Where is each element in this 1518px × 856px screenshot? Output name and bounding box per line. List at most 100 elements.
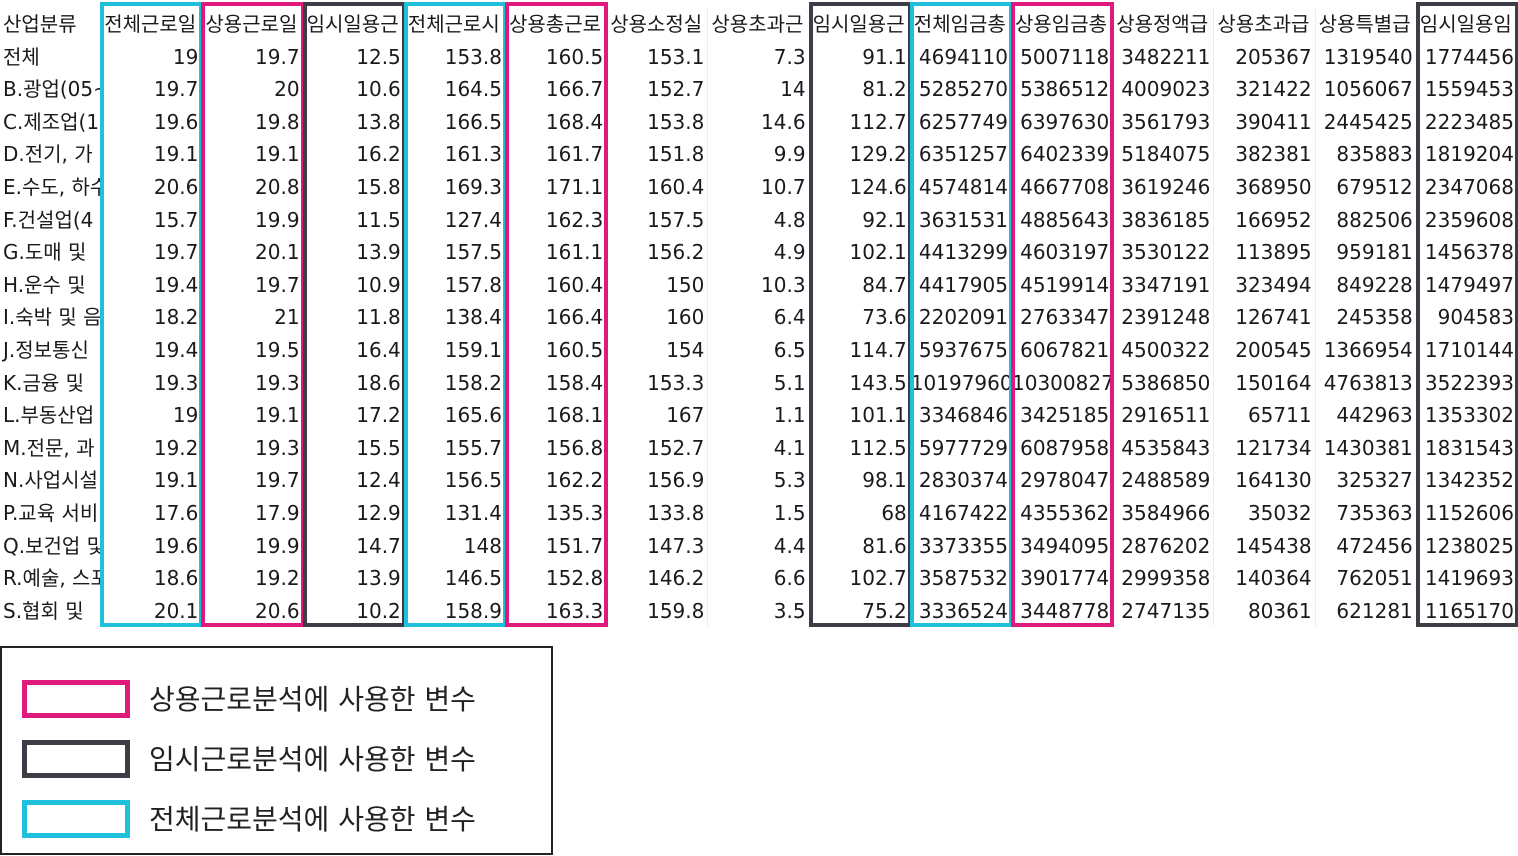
data-cell[interactable]: 1479497	[1417, 267, 1518, 301]
data-cell[interactable]: 151.7	[506, 528, 608, 562]
data-cell[interactable]: 19.3	[202, 430, 304, 464]
data-cell[interactable]: 153.1	[607, 39, 709, 73]
data-cell[interactable]: 19.9	[202, 528, 304, 562]
row-label-cell[interactable]: P.교육 서비	[0, 496, 102, 529]
data-cell[interactable]: 3482211	[1113, 39, 1215, 73]
column-header[interactable]: 전체근로일	[101, 7, 203, 40]
data-cell[interactable]: 145438	[1214, 528, 1316, 562]
data-cell[interactable]: 3836185	[1113, 202, 1215, 236]
data-cell[interactable]: 5184075	[1113, 137, 1215, 170]
data-cell[interactable]: 19.7	[101, 72, 203, 105]
data-cell[interactable]: 17.2	[304, 398, 405, 431]
column-header[interactable]: 상용근로일	[202, 7, 304, 40]
data-cell[interactable]: 3425185	[1012, 398, 1114, 431]
data-cell[interactable]: 4.4	[708, 528, 810, 562]
data-cell[interactable]: 2763347	[1012, 300, 1114, 333]
data-cell[interactable]: 835883	[1316, 137, 1417, 170]
data-cell[interactable]: 6.4	[708, 300, 810, 333]
column-header[interactable]: 전체근로시	[405, 7, 506, 40]
data-cell[interactable]: 157.5	[607, 202, 709, 236]
data-cell[interactable]: 2830374	[911, 463, 1012, 496]
data-cell[interactable]: 3346846	[911, 398, 1012, 431]
data-cell[interactable]: 3901774	[1012, 561, 1114, 594]
data-cell[interactable]: 166.7	[506, 72, 608, 105]
data-cell[interactable]: 3561793	[1113, 104, 1215, 138]
data-cell[interactable]: 135.3	[506, 496, 608, 529]
data-cell[interactable]: 150	[607, 267, 709, 301]
data-cell[interactable]: 35032	[1214, 496, 1316, 529]
data-cell[interactable]: 18.2	[101, 300, 203, 333]
data-cell[interactable]: 148	[405, 528, 506, 562]
data-cell[interactable]: 9.9	[708, 137, 810, 170]
data-cell[interactable]: 19.5	[202, 333, 304, 366]
data-cell[interactable]: 160.4	[607, 170, 709, 203]
data-cell[interactable]: 15.7	[101, 202, 203, 236]
data-cell[interactable]: 153.3	[607, 365, 709, 399]
column-header[interactable]: 상용임금총	[1012, 7, 1114, 40]
data-cell[interactable]: 114.7	[810, 333, 911, 366]
data-cell[interactable]: 323494	[1214, 267, 1316, 301]
data-cell[interactable]: 3587532	[911, 561, 1012, 594]
row-label-cell[interactable]: B.광업(05~	[0, 72, 102, 105]
data-cell[interactable]: 20.1	[202, 235, 304, 268]
data-cell[interactable]: 98.1	[810, 463, 911, 496]
data-cell[interactable]: 1056067	[1316, 72, 1417, 105]
data-cell[interactable]: 156.5	[405, 463, 506, 496]
data-cell[interactable]: 151.8	[607, 137, 709, 170]
data-cell[interactable]: 10300827	[1012, 365, 1114, 399]
row-label-cell[interactable]: N.사업시설	[0, 463, 102, 496]
data-cell[interactable]: 152.8	[506, 561, 608, 594]
data-cell[interactable]: 16.2	[304, 137, 405, 170]
data-cell[interactable]: 126741	[1214, 300, 1316, 333]
data-cell[interactable]: 121734	[1214, 430, 1316, 464]
data-cell[interactable]: 166.4	[506, 300, 608, 333]
data-cell[interactable]: 6397630	[1012, 104, 1114, 138]
data-cell[interactable]: 6402339	[1012, 137, 1114, 170]
data-cell[interactable]: 19.3	[202, 365, 304, 399]
data-cell[interactable]: 153.8	[405, 39, 506, 73]
data-cell[interactable]: 382381	[1214, 137, 1316, 170]
data-cell[interactable]: 10.3	[708, 267, 810, 301]
data-cell[interactable]: 2488589	[1113, 463, 1215, 496]
data-cell[interactable]: 15.8	[304, 170, 405, 203]
data-cell[interactable]: 4603197	[1012, 235, 1114, 268]
data-cell[interactable]: 19.1	[202, 398, 304, 431]
data-cell[interactable]: 1831543	[1417, 430, 1518, 464]
data-cell[interactable]: 2876202	[1113, 528, 1215, 562]
data-cell[interactable]: 1819204	[1417, 137, 1518, 170]
data-cell[interactable]: 19.7	[202, 39, 304, 73]
row-label-cell[interactable]: R.예술, 스포	[0, 561, 102, 594]
data-cell[interactable]: 171.1	[506, 170, 608, 203]
data-cell[interactable]: 131.4	[405, 496, 506, 529]
data-cell[interactable]: 17.6	[101, 496, 203, 529]
row-label-cell[interactable]: D.전기, 가	[0, 137, 102, 170]
column-header[interactable]: 상용특별급	[1316, 7, 1417, 40]
data-cell[interactable]: 10.6	[304, 72, 405, 105]
data-cell[interactable]: 81.2	[810, 72, 911, 105]
data-cell[interactable]: 19.7	[202, 463, 304, 496]
data-cell[interactable]: 10.2	[304, 593, 405, 627]
data-cell[interactable]: 621281	[1316, 593, 1417, 627]
data-cell[interactable]: 21	[202, 300, 304, 333]
data-cell[interactable]: 2391248	[1113, 300, 1215, 333]
data-cell[interactable]: 160.5	[506, 333, 608, 366]
data-cell[interactable]: 160.4	[506, 267, 608, 301]
data-cell[interactable]: 1559453	[1417, 72, 1518, 105]
data-cell[interactable]: 156.9	[607, 463, 709, 496]
data-cell[interactable]: 1342352	[1417, 463, 1518, 496]
data-cell[interactable]: 1353302	[1417, 398, 1518, 431]
data-cell[interactable]: 80361	[1214, 593, 1316, 627]
data-cell[interactable]: 156.8	[506, 430, 608, 464]
row-label-cell[interactable]: 전체	[0, 39, 102, 73]
data-cell[interactable]: 2916511	[1113, 398, 1215, 431]
data-cell[interactable]: 6.5	[708, 333, 810, 366]
data-cell[interactable]: 169.3	[405, 170, 506, 203]
data-cell[interactable]: 2445425	[1316, 104, 1417, 138]
data-cell[interactable]: 2978047	[1012, 463, 1114, 496]
data-cell[interactable]: 16.4	[304, 333, 405, 366]
data-cell[interactable]: 102.7	[810, 561, 911, 594]
data-cell[interactable]: 2202091	[911, 300, 1012, 333]
data-cell[interactable]: 127.4	[405, 202, 506, 236]
data-cell[interactable]: 4519914	[1012, 267, 1114, 301]
data-cell[interactable]: 17.9	[202, 496, 304, 529]
